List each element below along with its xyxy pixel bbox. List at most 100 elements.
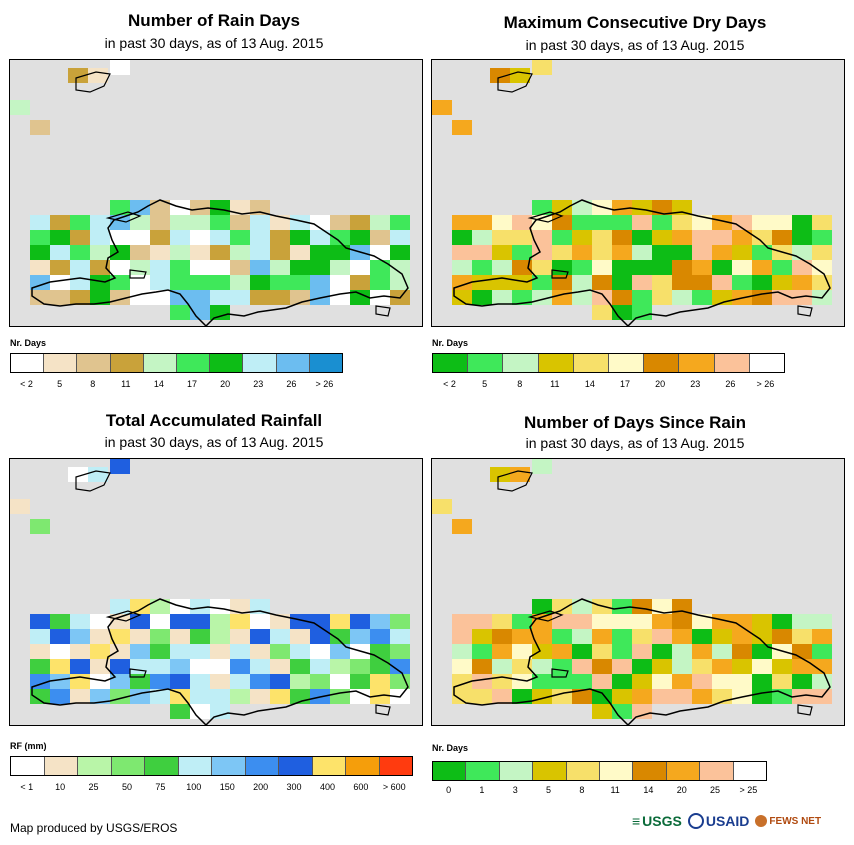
grid-cell: [712, 659, 732, 674]
grid-cell: [752, 215, 772, 230]
grid-cell: [472, 245, 492, 260]
grid-cell: [752, 659, 772, 674]
grid-cell: [572, 200, 592, 215]
island-outline: [797, 305, 813, 317]
grid-cell: [712, 215, 732, 230]
map-rain-days: [9, 59, 423, 327]
grid-cell: [230, 659, 250, 674]
grid-cell: [472, 614, 492, 629]
grid-cell: [672, 260, 692, 275]
grid-cell: [70, 644, 90, 659]
grid-cell: [572, 659, 592, 674]
fews-globe-icon: [755, 815, 768, 827]
legend-swatch: [433, 762, 467, 780]
grid-cell: [230, 599, 250, 614]
grid-cell: [330, 260, 350, 275]
grid-cell: [572, 614, 592, 629]
legend-tick-label: 8: [90, 379, 96, 389]
grid-cell: [592, 260, 612, 275]
legend-swatch: [111, 757, 145, 775]
grid-cell: [672, 689, 692, 704]
grid-cell: [812, 230, 832, 245]
grid-cell: [170, 215, 190, 230]
grid-cell: [792, 260, 812, 275]
legend-ticks: < 1 10 25 50 75 100 150 200 300 400 600 > 600: [10, 782, 411, 794]
grid-cell: [452, 644, 472, 659]
coastline: [31, 199, 409, 326]
grid-cell: [472, 689, 492, 704]
grid-cell: [270, 290, 290, 305]
grid-cell: [752, 260, 772, 275]
legend-swatch: [276, 354, 310, 372]
grid-cell: [612, 200, 632, 215]
grid-cell: [190, 245, 210, 260]
grid-cell: [512, 275, 532, 290]
island-outline: [527, 211, 564, 223]
grid-cell: [592, 659, 612, 674]
legend-tick-label: < 1: [20, 782, 34, 792]
panel-max-dry-days: Maximum Consecutive Dry Days in past 30 …: [425, 8, 845, 408]
grid-cell: [310, 245, 330, 260]
grid-cell: [30, 689, 50, 704]
grid-cell: [532, 459, 552, 474]
grid-cell: [652, 659, 672, 674]
grid-cell: [632, 200, 652, 215]
grid-cell: [230, 275, 250, 290]
grid-cell: [310, 275, 330, 290]
legend-swatch: [243, 354, 277, 372]
grid-cell: [672, 215, 692, 230]
grid-cell: [250, 200, 270, 215]
grid-cell: [492, 614, 512, 629]
grid-cell: [452, 689, 472, 704]
grid-cell: [70, 215, 90, 230]
grid-cell: [652, 260, 672, 275]
legend-swatch: [466, 762, 500, 780]
grid-cell: [390, 659, 410, 674]
grid-cell: [330, 644, 350, 659]
grid-cell: [492, 215, 512, 230]
grid-cell: [110, 215, 130, 230]
grid-cell: [30, 290, 50, 305]
legend-tick-label: 0: [446, 785, 452, 795]
legend-tick-label: 20: [676, 785, 687, 795]
coastline: [453, 199, 831, 326]
grid-cell: [612, 614, 632, 629]
legend-tick-label: 5: [57, 379, 63, 389]
grid-cell: [532, 275, 552, 290]
grid-cell: [492, 689, 512, 704]
grid-cell: [30, 614, 50, 629]
grid-cell: [490, 68, 510, 83]
fews-logo: FEWS NET: [755, 815, 821, 827]
grid-cell: [592, 614, 612, 629]
grid-cell: [150, 230, 170, 245]
grid-cell: [792, 629, 812, 644]
grid-cell: [772, 614, 792, 629]
grid-cell: [632, 260, 652, 275]
legend-swatch: [644, 354, 680, 372]
legend-ticks: < 2 5 8 11 14 17 20 23 26 > 26: [432, 379, 783, 391]
panel-days-since-rain: Number of Days Since Rain in past 30 day…: [425, 408, 845, 808]
grid-cell: [150, 614, 170, 629]
grid-cell: [210, 245, 230, 260]
grid-cell: [310, 674, 330, 689]
legend-swatch: [600, 762, 634, 780]
grid-cell: [390, 275, 410, 290]
grid-cell: [792, 215, 812, 230]
grid-cell: [150, 275, 170, 290]
grid-cell: [30, 644, 50, 659]
grid-cell: [592, 644, 612, 659]
grid-cell: [130, 644, 150, 659]
grid-cell: [452, 519, 472, 534]
grid-cell: [672, 644, 692, 659]
legend-swatch: [346, 757, 380, 775]
legend-bar: [10, 756, 413, 776]
grid-cell: [612, 245, 632, 260]
grid-cell: [370, 260, 390, 275]
grid-cell: [752, 230, 772, 245]
grid-cell: [472, 674, 492, 689]
grid-cell: [692, 644, 712, 659]
grid-cell: [532, 659, 552, 674]
grid-cell: [250, 599, 270, 614]
island-outline: [105, 610, 142, 622]
grid-cell: [532, 599, 552, 614]
